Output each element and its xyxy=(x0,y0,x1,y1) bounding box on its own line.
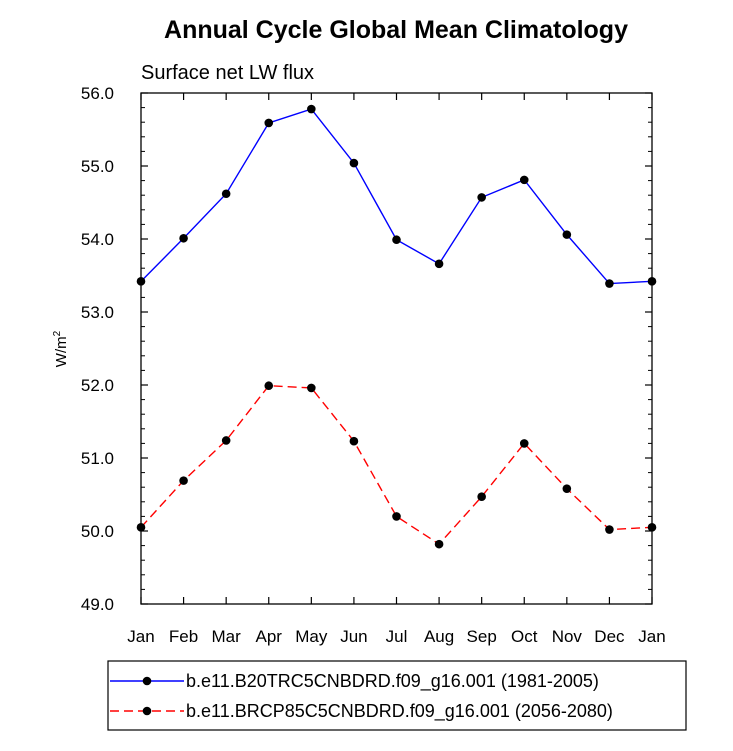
x-tick-label: Jun xyxy=(340,627,367,646)
x-tick-label: Feb xyxy=(169,627,198,646)
y-tick-label: 49.0 xyxy=(81,595,114,614)
legend: b.e11.B20TRC5CNBDRD.f09_g16.001 (1981-20… xyxy=(107,660,687,731)
data-point xyxy=(179,476,188,485)
data-point xyxy=(307,104,316,114)
legend-label: b.e11.BRCP85C5CNBDRD.f09_g16.001 (2056-2… xyxy=(186,701,613,722)
x-tick-label: Oct xyxy=(511,627,538,646)
data-point xyxy=(349,436,359,446)
data-point xyxy=(349,158,359,168)
legend-box xyxy=(107,660,687,731)
data-point xyxy=(434,259,444,269)
data-point xyxy=(519,439,529,448)
x-tick-label: Jan xyxy=(638,627,665,646)
chart-title: Annual Cycle Global Mean Climatology xyxy=(164,16,628,44)
x-tick-label: May xyxy=(295,627,328,646)
plot-frame xyxy=(140,92,653,605)
data-point xyxy=(562,484,572,493)
data-point xyxy=(221,436,231,445)
legend-marker xyxy=(142,706,152,716)
data-point xyxy=(221,189,231,199)
x-tick-label: Apr xyxy=(256,627,283,646)
x-tick-label: Jul xyxy=(386,627,408,646)
y-tick-label: 50.0 xyxy=(81,522,114,541)
series-line-1 xyxy=(140,108,653,285)
y-tick-label: 51.0 xyxy=(81,449,114,468)
data-point xyxy=(519,175,529,185)
data-point xyxy=(477,492,486,501)
data-point xyxy=(136,277,146,286)
x-tick-label: Mar xyxy=(212,627,242,646)
data-point xyxy=(562,230,572,239)
y-axis-label-text: W/m xyxy=(53,336,70,367)
data-point xyxy=(307,383,316,393)
x-tick-label: Jan xyxy=(127,627,154,646)
data-point xyxy=(392,512,401,521)
y-tick-label: 54.0 xyxy=(81,230,114,249)
data-point xyxy=(136,523,146,532)
data-point xyxy=(605,525,614,534)
data-point xyxy=(264,118,274,128)
y-tick-label: 56.0 xyxy=(81,84,114,103)
data-point xyxy=(179,233,188,243)
data-point xyxy=(264,381,274,391)
data-point xyxy=(392,235,401,245)
legend-label: b.e11.B20TRC5CNBDRD.f09_g16.001 (1981-20… xyxy=(186,671,599,692)
data-point xyxy=(477,193,486,202)
data-point xyxy=(647,523,657,532)
y-tick-label: 55.0 xyxy=(81,157,114,176)
x-tick-label: Nov xyxy=(552,627,583,646)
legend-entries: b.e11.B20TRC5CNBDRD.f09_g16.001 (1981-20… xyxy=(110,671,613,722)
y-axis-label-superscript: 2 xyxy=(52,330,63,336)
legend-marker xyxy=(142,676,152,686)
data-point xyxy=(605,279,614,288)
data-point xyxy=(647,277,657,286)
data-point xyxy=(434,539,444,549)
x-tick-label: Aug xyxy=(424,627,454,646)
axes: Jan Feb Mar Apr May Jun Jul Aug Sep Oct Nov Dec Jan 4… xyxy=(81,84,666,646)
y-axis-label: W/m2 xyxy=(52,330,70,367)
x-tick-label: Sep xyxy=(467,627,497,646)
chart-subtitle: Surface net LW flux xyxy=(141,62,314,84)
y-tick-label: 53.0 xyxy=(81,303,114,322)
x-tick-label: Dec xyxy=(594,627,625,646)
series-layer xyxy=(136,104,657,549)
y-tick-label: 52.0 xyxy=(81,376,114,395)
